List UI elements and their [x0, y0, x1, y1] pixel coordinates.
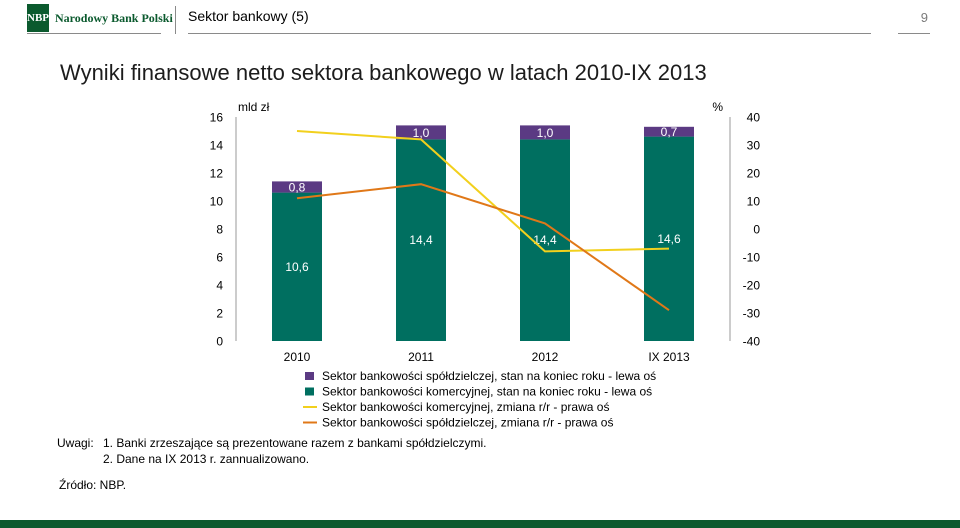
left-axis-unit: mld zł	[238, 100, 270, 114]
bar-cooperative	[272, 181, 322, 193]
note-item: 2. Dane na IX 2013 r. zannualizowano.	[103, 451, 310, 466]
left-axis-tick-label: 8	[216, 223, 223, 237]
bar-cooperative	[644, 126, 694, 137]
header-rule-left	[27, 33, 161, 34]
header-separator	[175, 6, 176, 34]
footer-bar	[0, 520, 960, 528]
page-number: 9	[920, 10, 928, 25]
bar-cooperative	[396, 125, 446, 140]
right-axis-tick-label: 20	[747, 167, 761, 181]
legend-swatch	[305, 387, 314, 396]
legend-label: Sektor bankowości komercyjnej, zmiana r/…	[322, 400, 609, 414]
left-axis-tick-label: 2	[216, 307, 223, 321]
bar-commercial-label: 10,6	[285, 260, 309, 274]
source-note: Źródło: NBP.	[59, 478, 127, 492]
line-cooperative-change	[296, 183, 670, 312]
note-item: 1. Banki zrzeszające są prezentowane raz…	[103, 436, 487, 450]
notes: Uwagi: 1. Banki zrzeszające są prezentow…	[57, 436, 487, 467]
right-axis-tick-label: 30	[747, 139, 761, 153]
bar-cooperative-label: 0,8	[289, 181, 306, 195]
nbp-logo: NBP Narodowy Bank Polski	[27, 4, 173, 32]
bar-commercial	[272, 192, 322, 341]
logo-name: Narodowy Bank Polski	[55, 10, 173, 25]
bar-commercial	[644, 136, 694, 341]
left-axis-tick-label: 6	[216, 251, 223, 265]
bar-commercial-label: 14,6	[657, 232, 681, 246]
left-axis-tick-label: 4	[216, 279, 223, 293]
left-axis-tick-label: 12	[210, 167, 224, 181]
left-axis-tick-label: 14	[210, 139, 224, 153]
legend-label: Sektor bankowości spółdzielczej, stan na…	[322, 369, 656, 383]
bar-commercial-label: 14,4	[533, 233, 557, 247]
right-axis-tick-label: -10	[743, 251, 761, 265]
bar-cooperative-label: 1,0	[537, 126, 554, 140]
bar-cooperative	[520, 125, 570, 140]
legend-label: Sektor bankowości komercyjnej, stan na k…	[322, 385, 652, 399]
right-axis-tick-label: 0	[753, 223, 760, 237]
bar-commercial	[520, 139, 570, 341]
right-axis-unit: %	[712, 100, 723, 114]
x-axis-tick-label: 2012	[532, 350, 559, 364]
right-axis-tick-label: -30	[743, 307, 761, 321]
x-axis-tick-label: IX 2013	[648, 350, 690, 364]
right-axis-tick-label: 40	[747, 111, 761, 125]
bar-cooperative-label: 1,0	[413, 126, 430, 140]
bar-commercial-label: 14,4	[409, 233, 433, 247]
right-axis-tick-label: -20	[743, 279, 761, 293]
logo-mark: NBP	[27, 4, 49, 32]
legend-swatch	[305, 372, 314, 380]
header-rule-main	[188, 33, 871, 34]
left-axis-tick-label: 0	[216, 335, 223, 349]
notes-label: Uwagi:	[57, 436, 94, 450]
bar-cooperative-label: 0,7	[661, 125, 678, 139]
x-axis-tick-label: 2011	[408, 350, 434, 364]
section-title: Sektor bankowy (5)	[188, 8, 309, 24]
legend-label: Sektor bankowości spółdzielczej, zmiana …	[322, 416, 613, 430]
left-axis-tick-label: 10	[210, 195, 224, 209]
header-rule-right	[898, 33, 930, 34]
slide-header: NBP Narodowy Bank Polski Sektor bankowy …	[0, 0, 960, 40]
line-commercial-change	[296, 130, 670, 253]
right-axis-tick-label: 10	[747, 195, 761, 209]
right-axis-tick-label: -40	[743, 335, 761, 349]
left-axis-tick-label: 16	[210, 111, 224, 125]
x-axis-tick-label: 2010	[284, 350, 311, 364]
bar-commercial	[396, 139, 446, 341]
slide-title: Wyniki finansowe netto sektora bankowego…	[60, 60, 707, 85]
